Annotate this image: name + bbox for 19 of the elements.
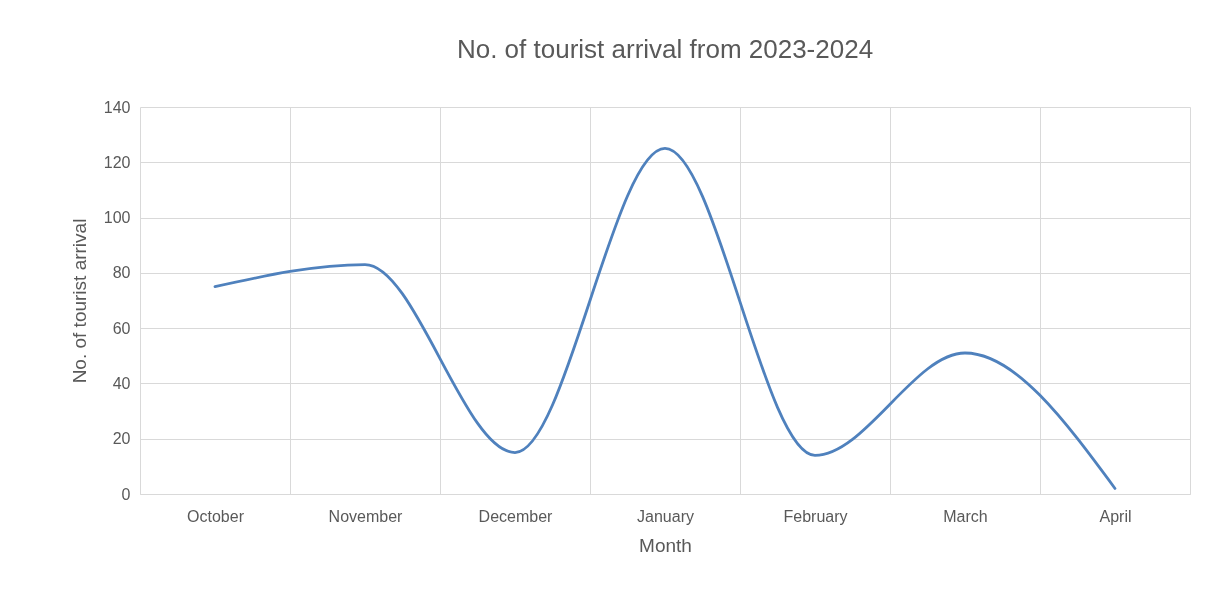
x-tick-label: October <box>187 507 245 525</box>
x-axis-title: Month <box>639 534 692 556</box>
y-tick-label: 120 <box>103 153 131 171</box>
y-tick-label: 40 <box>112 374 131 392</box>
chart-title: No. of tourist arrival from 2023-2024 <box>456 34 874 64</box>
y-tick-label: 100 <box>103 209 131 227</box>
x-tick-label: November <box>328 507 404 525</box>
y-tick-label: 80 <box>112 264 131 282</box>
y-tick-label: 0 <box>121 485 131 503</box>
y-tick-label: 60 <box>112 319 131 337</box>
x-tick-label: April <box>1099 507 1132 525</box>
y-tick-label: 140 <box>103 98 131 116</box>
x-tick-label: March <box>943 507 988 525</box>
line-series <box>213 147 1117 490</box>
x-tick-label: December <box>478 507 554 525</box>
x-tick-label: January <box>637 507 694 525</box>
x-tick-label: February <box>783 507 848 525</box>
y-tick-label: 20 <box>112 430 131 448</box>
y-axis-title: No. of tourist arrival <box>68 218 90 384</box>
